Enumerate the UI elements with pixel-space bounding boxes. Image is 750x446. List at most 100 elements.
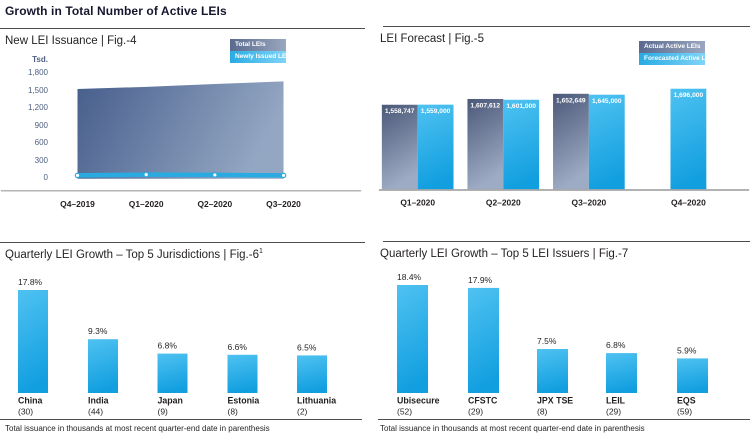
x-axis-label: Q3–2020 bbox=[266, 199, 301, 209]
area-chart-total-leis: Q4–2019 Q1–2020 Q2–2020 Q3–2020 bbox=[0, 32, 365, 241]
category-sublabel: (2) bbox=[297, 407, 308, 417]
bar-percent-label: 5.9% bbox=[677, 345, 697, 355]
legend-item-newly-issued-leis: Newly Issued LEIs bbox=[230, 51, 292, 63]
divider-top-left bbox=[0, 28, 365, 29]
line-series-newly-issued-leis bbox=[75, 172, 286, 178]
divider-mid-right bbox=[383, 241, 750, 242]
line-marker bbox=[212, 172, 218, 178]
category-sublabel: (8) bbox=[228, 407, 239, 417]
y-tick-label: 600 bbox=[34, 138, 48, 147]
bar-value-label: 1,652,649 bbox=[556, 97, 586, 104]
bar-actual-Q1–2020 bbox=[381, 104, 418, 190]
category-sublabel: (44) bbox=[88, 407, 103, 417]
chart-title-fig6-text: Quarterly LEI Growth – Top 5 Jurisdictio… bbox=[5, 248, 259, 261]
bar-ubisecure bbox=[397, 285, 428, 393]
footnote-fig7: Total issuance in thousands at most rece… bbox=[380, 424, 645, 433]
chart-title-fig5: LEI Forecast | Fig.-5 bbox=[380, 33, 484, 45]
bar-forecast-Q1–2020 bbox=[417, 104, 454, 190]
bar-actual-Q2–2020 bbox=[467, 98, 504, 190]
bar-forecast-Q2–2020 bbox=[503, 99, 540, 190]
category-label: LEIL bbox=[606, 396, 626, 406]
panel-top5-lei-issuers: Quarterly LEI Growth – Top 5 LEI Issuers… bbox=[375, 244, 750, 446]
y-tick-label: 1,200 bbox=[27, 103, 48, 112]
bar-percent-label: 17.8% bbox=[18, 277, 43, 287]
x-axis-label: Q2–2020 bbox=[486, 198, 521, 208]
bar-percent-label: 6.6% bbox=[228, 342, 248, 352]
bar-percent-label: 6.8% bbox=[606, 340, 626, 350]
bar-lithuania bbox=[297, 355, 327, 393]
bar-percent-label: 7.5% bbox=[537, 336, 557, 346]
category-label: JPX TSE bbox=[537, 396, 573, 406]
area-series-total-leis bbox=[77, 81, 284, 179]
bar-percent-label: 6.8% bbox=[158, 341, 178, 351]
divider-top-right bbox=[383, 26, 750, 27]
x-axis-label: Q4–2020 bbox=[671, 198, 706, 208]
bar-chart-top5-lei-issuers: 18.4% Ubisecure (52) 17.9% CFSTC (29) 7.5% JPX … bbox=[375, 244, 750, 446]
legend-fig5: Actual Active LEIs Forecasted Active LEI… bbox=[639, 41, 715, 65]
panel-lei-forecast: LEI Forecast | Fig.-5 Actual Active LEIs… bbox=[375, 30, 750, 241]
bar-japan bbox=[157, 353, 188, 393]
category-sublabel: (52) bbox=[397, 407, 412, 417]
page-title: Growth in Total Number of Active LEIs bbox=[5, 4, 227, 18]
category-label: Estonia bbox=[228, 396, 260, 406]
legend-item-forecasted-active-leis: Forecasted Active LEIs bbox=[639, 53, 715, 65]
bar-percent-label: 9.3% bbox=[88, 326, 108, 336]
y-tick-label: 300 bbox=[34, 155, 48, 165]
bar-value-label: 1,696,000 bbox=[674, 92, 704, 99]
y-tick-label: 1,800 bbox=[27, 68, 48, 77]
bar-leil bbox=[606, 353, 637, 393]
chart-title-fig6: Quarterly LEI Growth – Top 5 Jurisdictio… bbox=[5, 248, 263, 261]
legend-fig4: Total LEIs Newly Issued LEIs bbox=[230, 39, 292, 63]
y-tick-label: 900 bbox=[34, 120, 48, 130]
panel-top5-jurisdictions: Quarterly LEI Growth – Top 5 Jurisdictio… bbox=[0, 245, 365, 446]
x-axis-label: Q3–2020 bbox=[572, 198, 607, 208]
bar-china bbox=[18, 290, 48, 393]
bar-value-label: 1,558,747 bbox=[385, 108, 415, 115]
legend-item-actual-active-leis: Actual Active LEIs bbox=[639, 41, 705, 53]
chart-title-fig6-footnote-marker: 1 bbox=[258, 248, 263, 255]
divider-mid-left bbox=[0, 242, 365, 243]
category-sublabel: (30) bbox=[18, 407, 33, 417]
y-axis-unit-label: Tsd. bbox=[32, 55, 48, 64]
x-axis-label: Q4–2019 bbox=[60, 199, 95, 209]
x-axis-label: Q1–2020 bbox=[400, 198, 435, 208]
bar-percent-label: 6.5% bbox=[297, 342, 317, 352]
bar-percent-label: 17.9% bbox=[468, 275, 493, 285]
legend-item-total-leis: Total LEIs bbox=[230, 39, 286, 51]
divider-bottom-left bbox=[0, 419, 362, 420]
category-sublabel: (59) bbox=[677, 407, 692, 417]
chart-title-fig7: Quarterly LEI Growth – Top 5 LEI Issuers… bbox=[380, 248, 629, 260]
category-sublabel: (9) bbox=[158, 407, 169, 417]
category-label: India bbox=[88, 396, 109, 406]
bar-forecast-Q4–2020 bbox=[670, 88, 707, 190]
category-label: CFSTC bbox=[468, 396, 498, 406]
footnote-fig6: Total issuance in thousands at most rece… bbox=[5, 424, 270, 433]
divider-bottom-right bbox=[378, 419, 750, 420]
y-tick-label: 0 bbox=[43, 173, 48, 182]
bar-eqs bbox=[677, 358, 708, 393]
panel-new-lei-issuance: New LEI Issuance | Fig.-4 Total LEIs New… bbox=[0, 32, 365, 241]
line-marker bbox=[280, 172, 287, 179]
bar-value-label: 1,607,612 bbox=[470, 102, 500, 109]
line-marker bbox=[74, 172, 81, 179]
y-tick-label: 1,500 bbox=[27, 85, 48, 95]
category-label: EQS bbox=[677, 396, 696, 406]
x-axis-label: Q2–2020 bbox=[197, 199, 232, 209]
category-label: Lithuania bbox=[297, 396, 336, 406]
bar-chart-top5-jurisdictions: 17.8% China (30) 9.3% India (44) 6.8% Japan (9) 6… bbox=[0, 245, 365, 446]
bar-value-label: 1,559,000 bbox=[421, 108, 451, 115]
category-sublabel: (29) bbox=[468, 407, 483, 417]
line-marker bbox=[143, 171, 149, 178]
bar-percent-label: 18.4% bbox=[397, 272, 422, 282]
bar-cfstc bbox=[468, 287, 499, 393]
bar-jpx-tse bbox=[537, 349, 568, 393]
category-label: Japan bbox=[158, 396, 183, 406]
x-axis-label: Q1–2020 bbox=[129, 199, 164, 209]
bar-value-label: 1,601,000 bbox=[506, 103, 536, 110]
category-sublabel: (29) bbox=[606, 407, 621, 417]
bar-value-label: 1,645,000 bbox=[592, 98, 622, 105]
bar-forecast-Q3–2020 bbox=[588, 94, 625, 190]
bar-estonia bbox=[227, 354, 258, 393]
bar-india bbox=[88, 339, 118, 393]
